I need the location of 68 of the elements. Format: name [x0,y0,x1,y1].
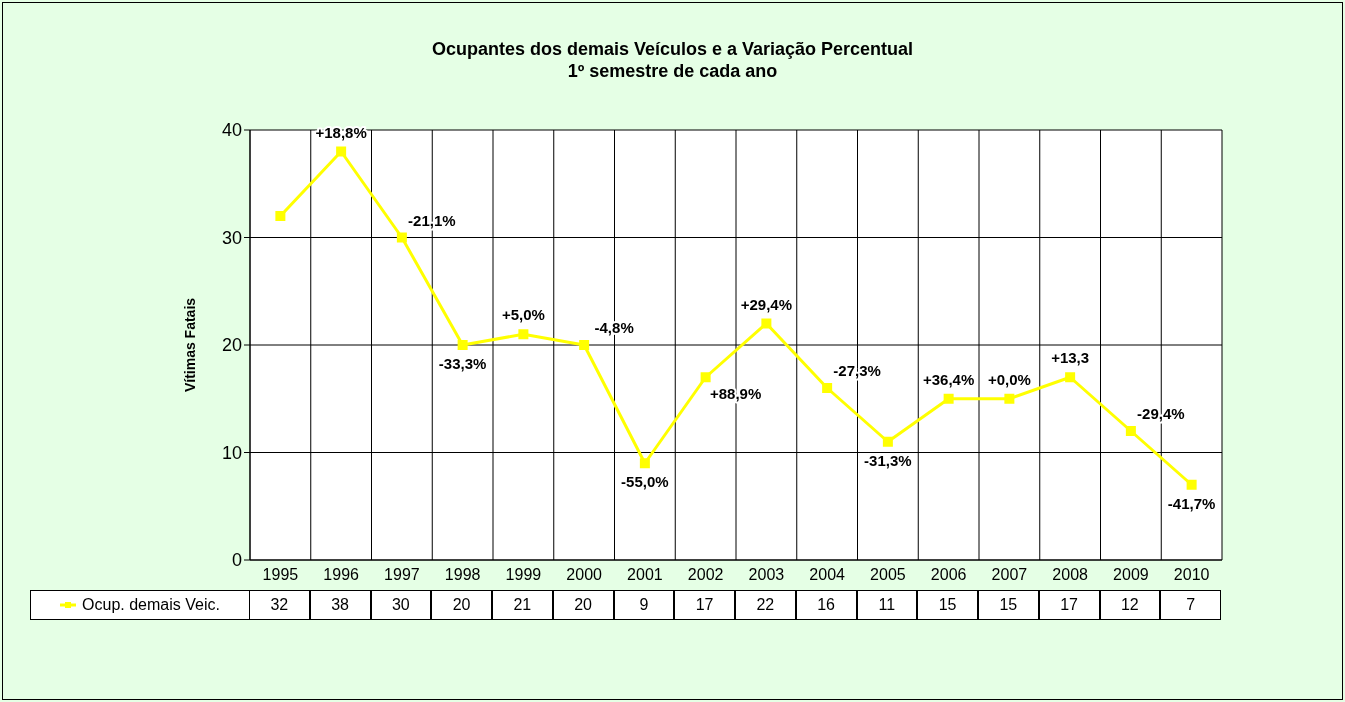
x-tick-label: 2002 [687,566,724,583]
data-label: 32 [249,590,310,620]
point [396,232,407,243]
point [1004,393,1015,404]
x-tick-label: 1998 [444,566,481,583]
data-label: 38 [309,590,371,620]
chart-subtitle: 1º semestre de cada ano [566,60,779,82]
data-label: 21 [492,590,553,620]
x-tick-label: 2007 [991,566,1028,583]
x-tick-label: 1999 [505,566,542,583]
x-tick-label: 1995 [262,566,299,583]
annotation: -31,3% [864,451,912,469]
x-tick-label: 2005 [870,566,906,583]
annotation: -33,3% [438,355,487,372]
x-tick-label: 2009 [1113,566,1149,583]
annotation: +18,8% [315,123,367,141]
annotation: +88,9% [709,385,762,403]
point [518,329,529,340]
annotation: +0,0% [987,370,1031,388]
x-tick-label: 2003 [748,566,785,583]
data-label: 20 [552,590,614,620]
x-tick-label: 2010 [1173,566,1210,583]
y-tick-label: 40 [221,120,242,141]
data-label: 30 [370,590,432,620]
annotation: +5,0% [501,306,545,324]
point [639,458,650,469]
annotation: +36,4% [922,370,975,388]
x-tick-label: 2006 [930,566,967,583]
x-tick-label: 2008 [1052,566,1089,583]
data-label: 16 [795,590,857,620]
data-label: 20 [431,590,492,620]
data-label: 11 [856,590,918,620]
data-label: 17 [674,590,735,620]
data-label: 9 [613,590,675,620]
point [761,318,772,329]
data-label: 17 [1038,590,1100,620]
point [1065,372,1076,383]
point [579,340,590,350]
chart-title: Ocupantes dos demais Veículos e a Variação Percentual [430,38,915,60]
y-axis-title: Vítimas Fatais [181,297,198,393]
data-label: 15 [978,590,1039,620]
point [275,211,286,221]
y-tick-label: 30 [221,227,242,248]
annotation: +13,3 [1051,349,1090,367]
x-tick-label: 1997 [384,566,420,583]
annotation: -41,7% [1167,494,1216,512]
x-tick-label: 2001 [627,566,663,583]
data-label: 22 [735,590,796,620]
y-tick-label: 20 [221,335,242,356]
point [457,340,468,350]
data-label: 15 [917,590,978,620]
point [822,383,833,393]
data-label: 12 [1099,590,1161,620]
y-tick-label: 0 [231,550,242,571]
point [943,393,954,404]
annotation: +29,4% [740,295,793,313]
x-tick-label: 1996 [323,566,360,583]
annotation: -55,0% [621,473,669,491]
legend-label: Ocup. demais Veic. [82,596,220,614]
point [1186,479,1197,490]
point [336,146,347,157]
x-tick-label: 2000 [566,566,603,583]
data-label: 7 [1160,590,1221,620]
x-tick-label: 2004 [809,566,846,583]
point [1125,426,1136,436]
point [882,436,893,447]
point [700,372,711,383]
y-tick-label: 10 [221,442,242,463]
